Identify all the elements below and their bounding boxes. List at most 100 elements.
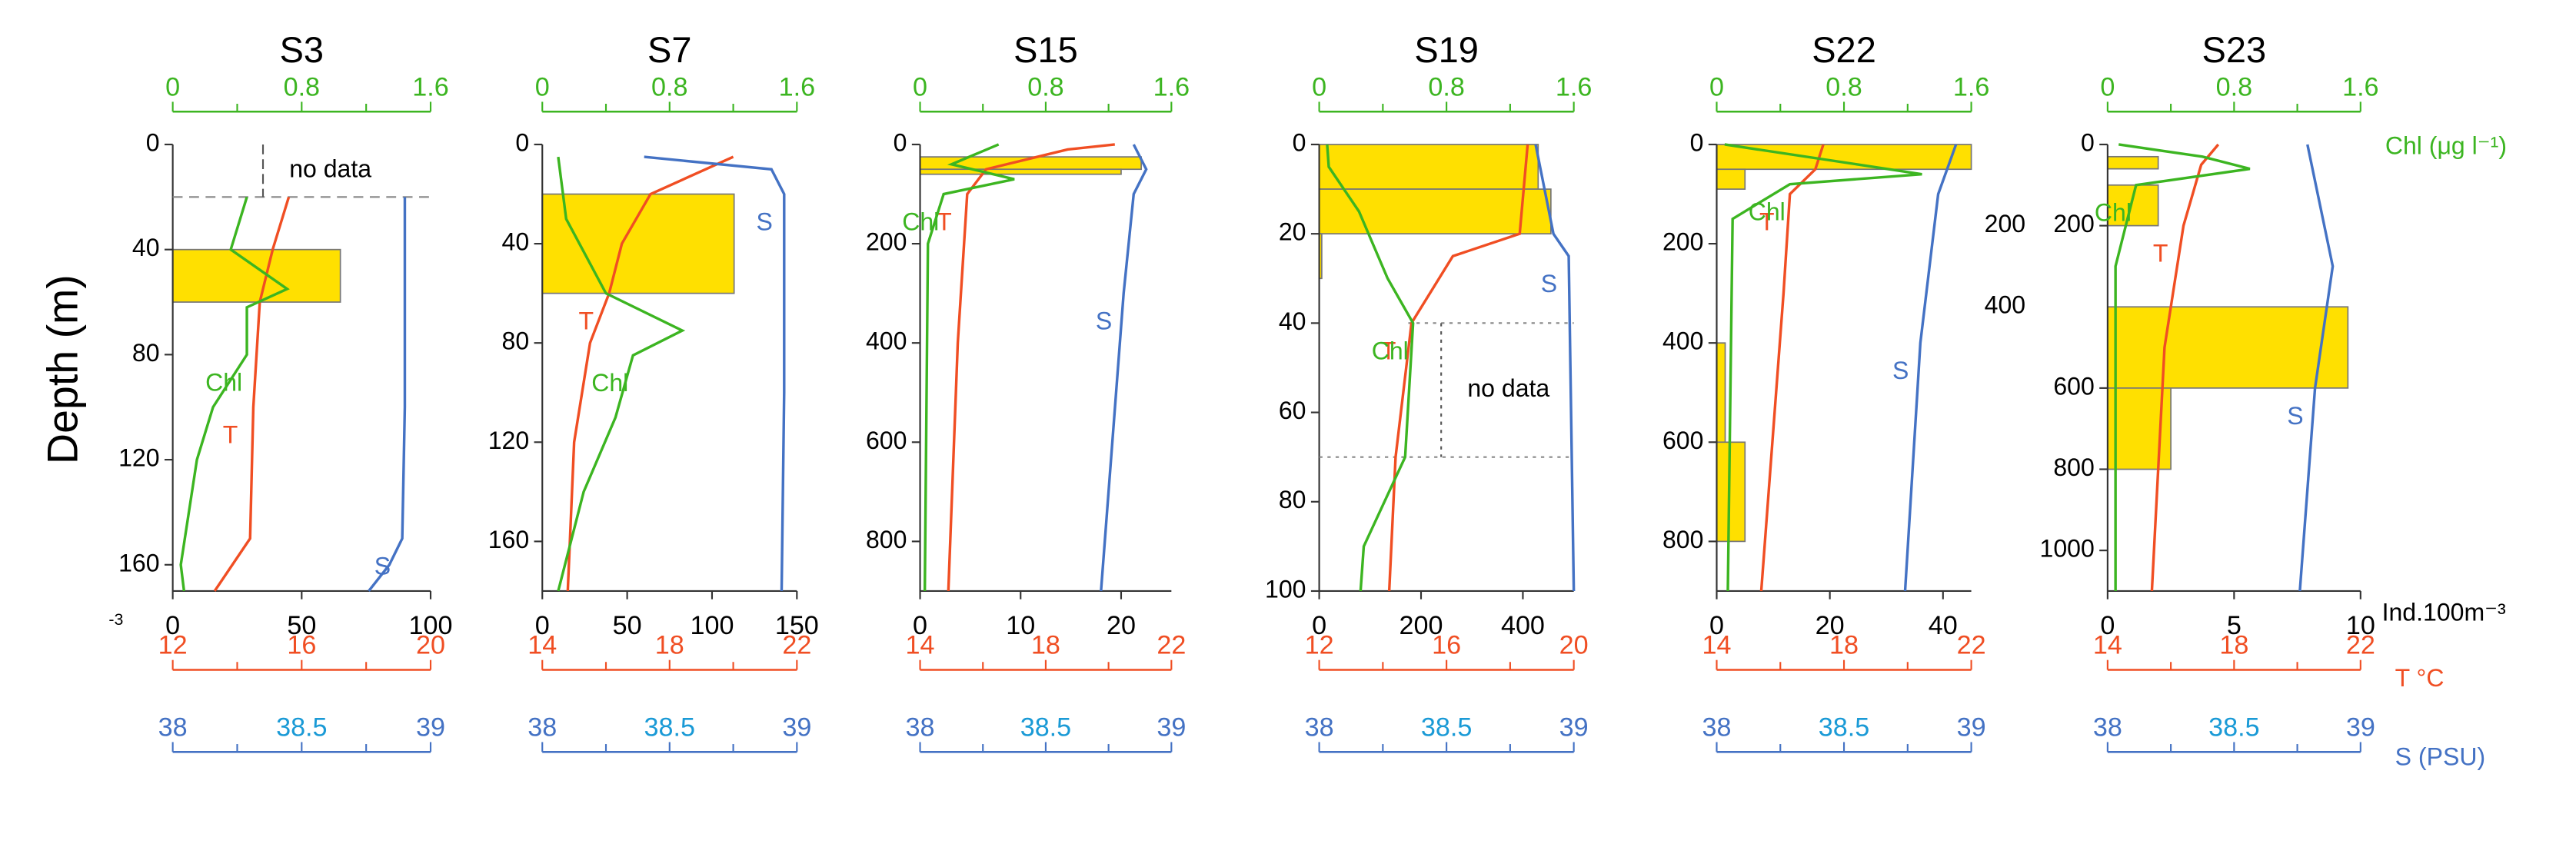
tick-label: 12 (158, 631, 188, 660)
abundance-bar (1318, 144, 1539, 190)
tick-label: 14 (2093, 631, 2122, 660)
tick-label: 22 (2346, 631, 2375, 660)
profile-label: Chl (2095, 199, 2132, 227)
y-tick-label: 80 (1279, 486, 1306, 513)
panel-title: S15 (1013, 29, 1078, 70)
x-tick-label: 10 (1006, 611, 1035, 640)
y-tick-label: 0 (515, 128, 529, 156)
y-tick-label: 600 (2053, 372, 2094, 400)
tick-label: 0 (2100, 72, 2115, 101)
profile-line (213, 196, 291, 592)
tick-label: 22 (782, 631, 811, 660)
profile-label: T (2153, 240, 2168, 267)
x-tick-label: 100 (409, 611, 453, 640)
tick-label: 16 (1432, 631, 1461, 660)
no-data-label: no data (289, 155, 371, 183)
profile-label: T (1381, 337, 1396, 364)
y-tick-label: 40 (502, 228, 530, 256)
tick-label: 38 (1702, 713, 1732, 742)
tick-label: 1.6 (1153, 72, 1190, 101)
profile-label: Chl (205, 368, 242, 396)
tick-label: 0.8 (2216, 72, 2252, 101)
tick-label: 1.6 (779, 72, 815, 101)
y-tick-label: 160 (118, 549, 159, 576)
tick-label: 20 (416, 631, 445, 660)
tick-label: 38 (2093, 713, 2122, 742)
x-tick-label: 20 (1107, 611, 1136, 640)
profile-label: T (578, 307, 594, 335)
profile-line (644, 155, 786, 591)
tick-label: 39 (1957, 713, 1986, 742)
x-tick-label: 0 (535, 611, 550, 640)
profile-label: S (1096, 307, 1112, 335)
tick-label: 0.8 (1027, 72, 1063, 101)
tick-label: 14 (906, 631, 935, 660)
y-tick-label: 1000 (2040, 535, 2095, 563)
profile-line (1903, 144, 1958, 592)
y-tick-label: 800 (866, 526, 907, 553)
y-tick-label: 0 (146, 128, 160, 156)
profile-label: T (937, 208, 952, 235)
tick-label: 0 (1709, 72, 1724, 101)
abundance-bar (1716, 342, 1726, 443)
profile-line (1326, 144, 1415, 592)
y-tick-label: 20 (1279, 218, 1306, 246)
profile-line (557, 156, 686, 592)
tick-label: 38.5 (1421, 713, 1472, 742)
y-tick-label: 80 (502, 327, 530, 355)
profile-label: S (1892, 357, 1909, 384)
tick-label: 38 (1305, 713, 1334, 742)
tick-label: 0.8 (651, 72, 687, 101)
tick-label: 39 (2346, 713, 2375, 742)
y-tick-label: 120 (118, 444, 159, 472)
profile-label: Chl (591, 369, 628, 397)
tick-label: 0.8 (284, 72, 320, 101)
tick-label: 1.6 (412, 72, 448, 101)
profile-label: S (374, 553, 391, 580)
profile-line (1724, 143, 1922, 591)
x-tick-label: 0 (2100, 611, 2115, 640)
y-tick-label: 40 (1279, 307, 1306, 335)
y-tick-label: 40 (132, 234, 160, 261)
stray-label: -3 (108, 610, 123, 629)
y-tick-label: 200 (1662, 228, 1703, 256)
x-tick-label: 200 (1399, 611, 1443, 640)
y-tick-label: 160 (488, 526, 529, 553)
x-tick-label: 150 (775, 611, 819, 640)
tick-label: 0 (1312, 72, 1326, 101)
profile-line (1534, 144, 1576, 591)
tick-label: 22 (1157, 631, 1186, 660)
y-tick-label: 200 (866, 228, 907, 256)
y-tick-label: 800 (1662, 526, 1703, 553)
x-tick-label: 0 (1709, 611, 1724, 640)
panel-title: S23 (2202, 29, 2267, 70)
profile-label: T (1759, 208, 1775, 235)
tick-label: 14 (528, 631, 557, 660)
x-tick-label: 20 (1816, 611, 1845, 640)
panel-title: S22 (1812, 29, 1876, 70)
y-tick-label: 400 (866, 327, 907, 355)
y-tick-label: 0 (2081, 128, 2095, 156)
tick-label: 38.5 (1819, 713, 1869, 742)
y-tick-label: 200 (2053, 210, 2094, 238)
y-tick-label: 0 (1690, 128, 1704, 156)
y2-tick-label: 200 (1985, 210, 2025, 238)
x-tick-label: 10 (2346, 611, 2375, 640)
tick-label: 0.8 (1825, 72, 1862, 101)
tick-label: 16 (287, 631, 316, 660)
t-unit: T °C (2395, 664, 2445, 692)
y2-tick-label: 400 (1985, 291, 2025, 319)
y-tick-label: 60 (1279, 397, 1306, 424)
chl-unit: Chl (μg l⁻¹) (2385, 132, 2507, 160)
tick-label: 1.6 (1556, 72, 1592, 101)
tick-label: 39 (1157, 713, 1186, 742)
tick-label: 38.5 (644, 713, 695, 742)
abundance-bar (171, 248, 341, 303)
tick-label: 12 (1305, 631, 1334, 660)
y-tick-label: 80 (132, 339, 160, 367)
y-tick-label: 120 (488, 427, 529, 454)
profile-label: Chl (1749, 198, 1786, 226)
y-tick-label: 600 (1662, 427, 1703, 454)
tick-label: 14 (1702, 631, 1732, 660)
